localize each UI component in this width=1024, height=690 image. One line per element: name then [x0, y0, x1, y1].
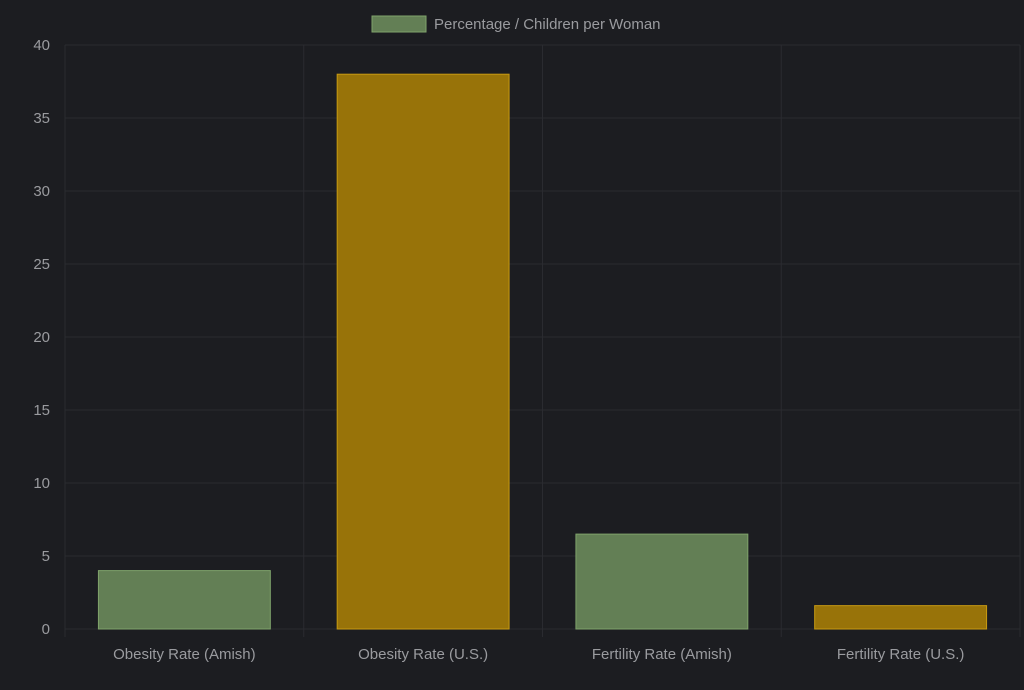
bar[interactable] — [575, 533, 749, 630]
y-tick-label: 40 — [33, 37, 50, 54]
y-tick-label: 30 — [33, 183, 50, 200]
x-tick-label: Obesity Rate (U.S.) — [358, 646, 488, 663]
legend-swatch[interactable] — [371, 15, 427, 33]
x-tick-label: Obesity Rate (Amish) — [113, 646, 256, 663]
bar[interactable] — [97, 570, 271, 630]
y-tick-label: 5 — [42, 548, 50, 565]
bar[interactable] — [814, 605, 988, 630]
y-tick-label: 10 — [33, 475, 50, 492]
legend-label[interactable]: Percentage / Children per Woman — [434, 16, 661, 33]
y-axis: 0 5 10 15 20 25 30 35 40 — [33, 37, 50, 638]
bars — [97, 73, 988, 630]
y-tick-label: 0 — [42, 621, 50, 638]
y-tick-label: 25 — [33, 256, 50, 273]
grid — [64, 44, 1021, 637]
y-tick-label: 20 — [33, 329, 50, 346]
legend[interactable]: Percentage / Children per Woman — [371, 15, 661, 33]
x-tick-label: Fertility Rate (Amish) — [592, 646, 732, 663]
y-tick-label: 15 — [33, 402, 50, 419]
x-tick-label: Fertility Rate (U.S.) — [837, 646, 965, 663]
bar[interactable] — [336, 73, 510, 630]
x-axis: Obesity Rate (Amish) Obesity Rate (U.S.) F… — [113, 646, 964, 663]
y-tick-label: 35 — [33, 110, 50, 127]
